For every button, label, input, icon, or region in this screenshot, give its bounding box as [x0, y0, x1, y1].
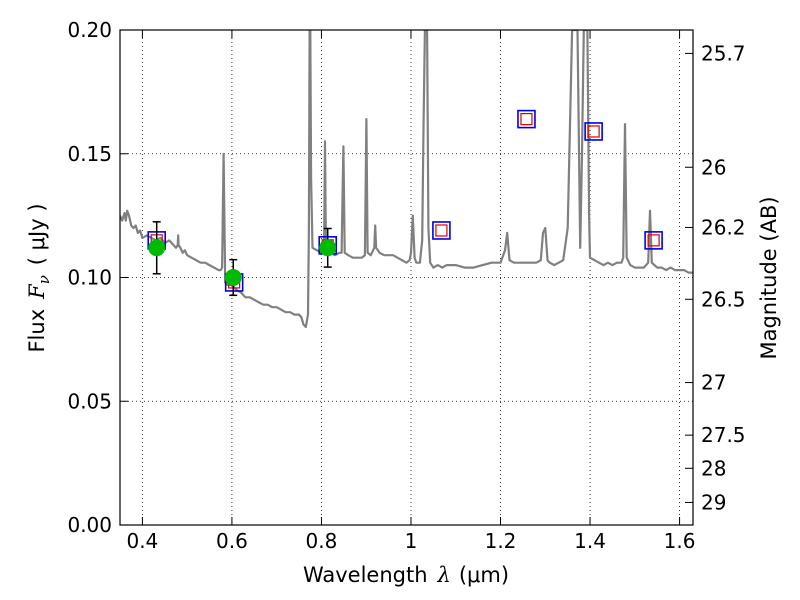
- y-axis-label: Flux Fν ( μJy ): [25, 203, 53, 352]
- x-tick-label: 1.2: [485, 529, 517, 553]
- spectrum: [120, 30, 693, 329]
- model-point: [644, 231, 663, 250]
- observed-point: [319, 227, 337, 268]
- model-point-outer: [517, 109, 536, 129]
- x-tick-label: 0.8: [306, 529, 338, 553]
- axis-ticks: 0.4 0.6 0.8 1 1.2 1.4 1.6 0.00 0.05 0.10 0.15 0.20 2…: [67, 18, 745, 553]
- observed-marker: [148, 239, 166, 257]
- grid: [120, 30, 693, 525]
- y-tick-label: 0.15: [67, 142, 112, 166]
- y-tick-label: 0.10: [67, 266, 112, 290]
- y-tick-label: 0.20: [67, 18, 112, 42]
- x-tick-label: 1.4: [574, 529, 606, 553]
- model-point-outer: [644, 231, 663, 250]
- spectrum-line: [120, 30, 693, 329]
- y2-tick-label: 26.5: [701, 287, 746, 311]
- y2-tick-label: 29: [701, 490, 726, 514]
- y2-tick-label: 26.2: [701, 215, 746, 239]
- observed-marker: [224, 269, 242, 286]
- x-tick-label: 1: [405, 529, 418, 553]
- x-tick-label: 0.6: [216, 529, 248, 553]
- y2-axis-label: Magnitude (AB): [757, 196, 781, 359]
- x-axis-label-unit: (μm): [459, 563, 509, 587]
- model-point: [584, 122, 603, 141]
- y2-tick-label: 25.7: [701, 41, 746, 65]
- x-tick-label: 0.4: [126, 529, 158, 553]
- model-point: [517, 109, 536, 129]
- y2-tick-label: 26: [701, 155, 726, 179]
- model-point-inner: [647, 234, 660, 247]
- model-point-inner: [520, 112, 533, 126]
- y-axis-label-unit: ( μJy ): [25, 203, 49, 265]
- observed-marker: [319, 239, 337, 257]
- plot-frame: [119, 29, 694, 526]
- y-axis-label-subscript: ν: [35, 275, 53, 284]
- observed-point: [224, 258, 242, 297]
- model-point: [432, 221, 451, 240]
- y-tick-label: 0.05: [67, 389, 112, 413]
- model-point-outer: [432, 221, 451, 240]
- x-axis-label: Wavelength λ (μm): [303, 563, 509, 587]
- y2-tick-label: 27.5: [701, 423, 746, 447]
- x-axis-label-text: Wavelength: [303, 563, 428, 587]
- observed-point: [148, 221, 166, 275]
- x-axis-label-symbol: λ: [437, 563, 451, 587]
- model-point-inner: [435, 224, 448, 237]
- y-tick-label: 0.00: [67, 513, 112, 537]
- y-axis-label-symbol: F: [25, 283, 49, 300]
- photometry-points: [147, 109, 663, 297]
- model-point-outer: [584, 122, 603, 141]
- model-point-inner: [587, 125, 600, 138]
- y2-tick-label: 28: [701, 456, 726, 480]
- x-tick-label: 1.6: [664, 529, 696, 553]
- y2-tick-label: 27: [701, 371, 726, 395]
- y-axis-label-text: Flux: [25, 309, 49, 353]
